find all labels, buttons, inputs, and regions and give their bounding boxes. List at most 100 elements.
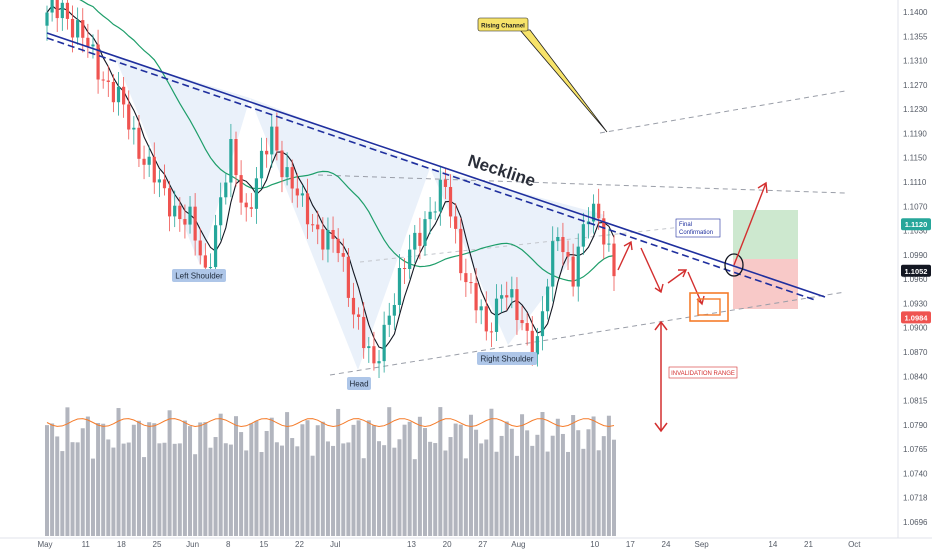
volume-bar <box>177 443 182 536</box>
volume-average-line <box>46 418 615 428</box>
candle-body <box>510 289 514 298</box>
candle-body <box>479 306 483 311</box>
candle-body <box>106 80 110 82</box>
volume-bar <box>387 407 392 536</box>
time-tick-label: Oct <box>848 540 861 549</box>
candle-body <box>178 205 182 220</box>
volume-bar <box>566 451 571 536</box>
candle-body <box>305 193 310 225</box>
price-tick-label: 1.1110 <box>903 178 927 187</box>
candle-body <box>152 156 156 183</box>
price-tick-label: 1.0990 <box>903 251 928 260</box>
candle-body <box>290 167 294 189</box>
candle-body <box>372 346 376 364</box>
time-tick-label: 11 <box>82 540 91 549</box>
price-marker-label: 1.1052 <box>905 267 928 276</box>
volume-bar <box>576 430 581 536</box>
final-confirmation-line2: Confirmation <box>679 230 713 236</box>
price-tick-label: 1.0765 <box>903 445 928 454</box>
time-tick-label: 13 <box>407 540 416 549</box>
candle-body <box>443 179 448 187</box>
head-label-box <box>347 377 371 390</box>
time-tick-label: 27 <box>478 540 487 549</box>
volume-bar <box>331 445 336 536</box>
candle-body <box>597 203 601 219</box>
candle-body <box>367 346 371 349</box>
candle-body <box>469 282 473 284</box>
left-shoulder-label: Left Shoulder <box>175 272 223 281</box>
candle-body <box>505 295 509 298</box>
volume-bar <box>234 416 238 536</box>
volume-bar <box>131 424 136 536</box>
candle-body <box>438 179 442 212</box>
volume-bar <box>550 435 555 536</box>
candle-body <box>295 188 299 196</box>
candle-body <box>96 44 100 80</box>
price-tick-label: 1.1400 <box>903 8 928 17</box>
price-marker-label: 1.0984 <box>905 313 929 322</box>
candle-body <box>91 44 95 47</box>
time-tick-label: 24 <box>662 540 671 549</box>
candle-body <box>275 126 279 151</box>
price-tick-label: 1.0718 <box>903 494 928 503</box>
candle-body <box>540 311 545 337</box>
time-axis[interactable]: May 11 18 25 Jun 8 15 22 Jul 13 20 27 Aug 10 17 24 Sep 14… <box>0 537 932 549</box>
candle-body <box>147 156 151 165</box>
time-tick-label: 22 <box>295 540 304 549</box>
time-tick-label: Jun <box>186 540 199 549</box>
volume-bar <box>147 422 152 536</box>
candle-body <box>500 295 504 299</box>
time-tick-label: 10 <box>590 540 599 549</box>
volume-bar <box>581 448 586 536</box>
candle-body <box>408 249 412 269</box>
volume-bar <box>193 454 198 536</box>
candle-body <box>561 237 565 253</box>
candle-body <box>556 237 560 242</box>
price-tick-label: 1.1355 <box>903 32 928 41</box>
price-tick-label: 1.0696 <box>903 518 928 527</box>
volume-bar <box>70 442 75 536</box>
price-axis[interactable]: 1.1400 1.1355 1.1310 1.1270 1.1230 1.1190 1.11… <box>897 0 928 538</box>
channel-middle-line <box>317 174 846 194</box>
volume-bar <box>85 416 90 536</box>
volume-bar <box>244 450 249 536</box>
volume-bars <box>45 407 616 536</box>
candle-body <box>86 37 90 47</box>
entry-box-inner <box>697 298 721 316</box>
candle-body <box>428 211 432 220</box>
candle-body <box>193 206 197 241</box>
price-marker <box>901 264 931 277</box>
candle-body <box>581 224 585 247</box>
arrowhead-target <box>757 181 768 194</box>
volume-bar <box>571 415 576 536</box>
volume-bar <box>397 439 402 536</box>
candle-body <box>157 179 161 183</box>
price-tick-label: 1.0840 <box>903 372 928 381</box>
candle-body <box>229 139 233 183</box>
channel-lower-line <box>329 291 846 376</box>
volume-bar <box>218 413 223 536</box>
volume-bar <box>90 458 95 536</box>
price-marker-label: 1.1120 <box>905 220 928 229</box>
candle-body <box>484 306 488 332</box>
volume-bar <box>167 410 172 536</box>
volume-bar <box>50 423 55 536</box>
price-tick-label: 1.1070 <box>903 202 928 211</box>
candle-body <box>116 86 121 103</box>
price-tick-label: 1.0900 <box>903 324 928 333</box>
invalidation-label-box <box>668 366 738 379</box>
price-tick-label: 1.0740 <box>903 469 928 478</box>
invalidation-label: INVALIDATION RANGE <box>671 371 735 377</box>
volume-bar <box>325 441 330 536</box>
candle-body <box>76 20 80 38</box>
candle-body <box>111 81 116 103</box>
candle-body <box>60 2 64 19</box>
volume-bar <box>596 450 601 536</box>
volume-bar <box>535 434 540 536</box>
candle-body <box>377 361 381 364</box>
price-tick-label: 1.1270 <box>903 81 928 90</box>
final-confirmation-line1: Final <box>679 222 692 228</box>
volume-bar <box>182 420 187 536</box>
volume-bar <box>213 437 218 536</box>
